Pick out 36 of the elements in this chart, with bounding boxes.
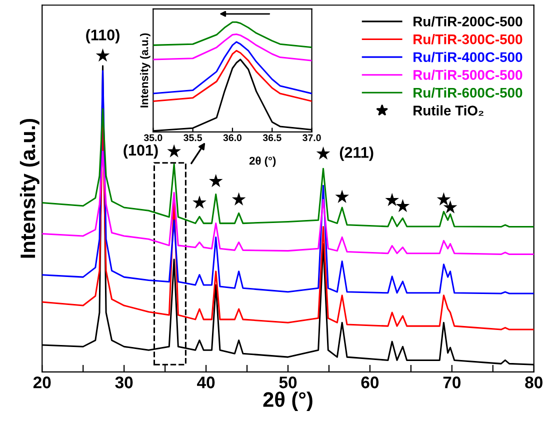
point	[232, 192, 246, 206]
x-axis-title: 2θ (°)	[263, 392, 312, 412]
point	[335, 190, 350, 203]
annotation: (101)	[124, 144, 158, 159]
y-axis-title: Intensity (a.u.)	[20, 118, 40, 258]
point	[316, 146, 330, 160]
x-tick-label: 36.0	[223, 134, 242, 142]
legend-label: Ru/TiR-300C-500	[414, 34, 522, 44]
x-tick-label: 40	[197, 376, 215, 388]
x-tick-label: 50	[279, 376, 297, 388]
legend-label: Ru/TiR-400C-500	[414, 52, 522, 62]
point	[396, 198, 410, 212]
point	[385, 192, 400, 206]
point	[443, 200, 458, 214]
x-tick-label: 35.5	[184, 134, 202, 142]
x-tick-label: 37.0	[302, 134, 321, 142]
legend-label: Rutile TiO₂	[414, 105, 484, 116]
x-tick-label: 20	[33, 376, 51, 388]
x-tick-label: 80	[525, 376, 542, 388]
point	[436, 192, 451, 206]
x-tick-label: 35.0	[144, 134, 162, 142]
annotation: (110)	[86, 29, 120, 44]
x-tick-label: 30	[115, 376, 133, 388]
legend-label: Ru/TiR-600C-500	[414, 87, 522, 98]
x-tick-label: 60	[361, 376, 379, 388]
x-tick-label: 70	[443, 376, 460, 388]
point	[167, 144, 181, 158]
point	[208, 174, 223, 188]
point	[96, 48, 110, 62]
legend-label: Ru/TiR-500C-500	[414, 70, 522, 80]
point	[192, 195, 206, 209]
x-axis-title: 2θ (°)	[249, 156, 276, 167]
y-axis-title: Intensity (a.u.)	[140, 33, 150, 108]
legend-label: Ru/TiR-200C-500	[414, 16, 522, 27]
x-tick-label: 36.5	[262, 134, 282, 142]
annotation: (211)	[340, 146, 374, 161]
